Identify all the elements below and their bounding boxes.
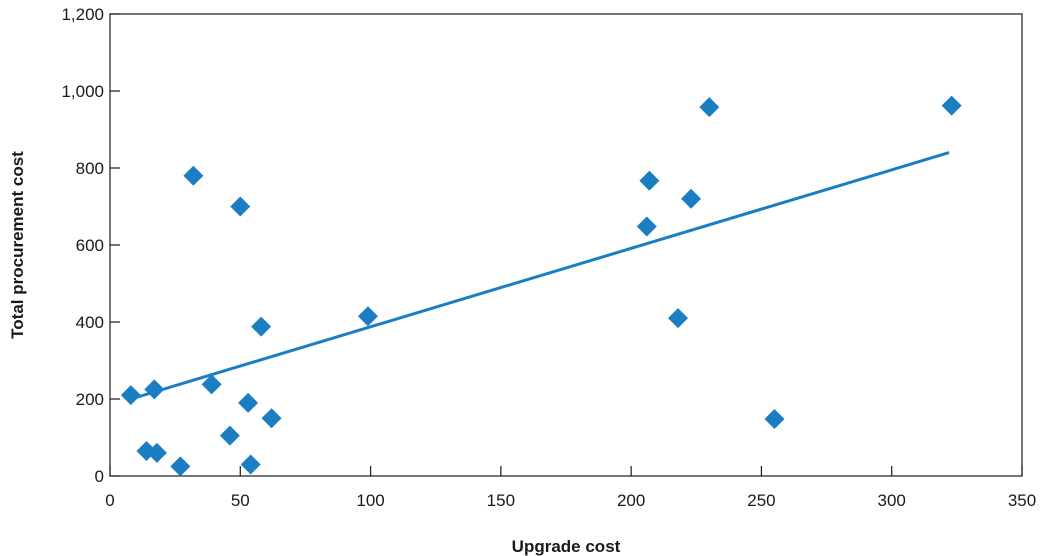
x-axis: 0 50 100 150 200 250 300 350 (105, 466, 1036, 510)
x-tick-label: 200 (617, 491, 645, 510)
data-point (230, 196, 251, 217)
data-point (183, 165, 204, 186)
x-tick-label: 350 (1008, 491, 1036, 510)
x-tick-label: 150 (487, 491, 515, 510)
data-point (261, 408, 282, 429)
data-point (764, 409, 785, 430)
trend-line (130, 151, 950, 401)
data-point (699, 97, 720, 118)
data-point (639, 170, 660, 191)
y-tick-label: 200 (76, 390, 104, 409)
data-point (120, 385, 141, 406)
y-tick-label: 1,200 (61, 5, 104, 24)
x-tick-label: 250 (747, 491, 775, 510)
y-tick-label: 400 (76, 313, 104, 332)
x-axis-title: Upgrade cost (512, 537, 621, 556)
data-point (144, 379, 165, 400)
data-point (170, 456, 191, 477)
data-point (251, 316, 272, 337)
data-point (201, 374, 222, 395)
data-point (219, 425, 240, 446)
y-tick-label: 800 (76, 159, 104, 178)
x-tick-label: 0 (105, 491, 114, 510)
data-point (238, 392, 259, 413)
data-point (636, 216, 657, 237)
data-point (681, 188, 702, 209)
data-point (357, 306, 378, 327)
data-point (146, 442, 167, 463)
y-axis-title: Total procurement cost (8, 151, 27, 339)
data-point (941, 95, 962, 116)
data-points (120, 95, 962, 477)
data-point (668, 308, 689, 329)
y-tick-label: 1,000 (61, 82, 104, 101)
x-tick-label: 50 (231, 491, 250, 510)
x-tick-label: 300 (878, 491, 906, 510)
y-tick-label: 600 (76, 236, 104, 255)
x-tick-label: 100 (356, 491, 384, 510)
y-tick-label: 0 (95, 467, 104, 486)
data-point (240, 454, 261, 475)
y-axis: 0 200 400 600 800 1,000 1,200 (61, 5, 120, 486)
